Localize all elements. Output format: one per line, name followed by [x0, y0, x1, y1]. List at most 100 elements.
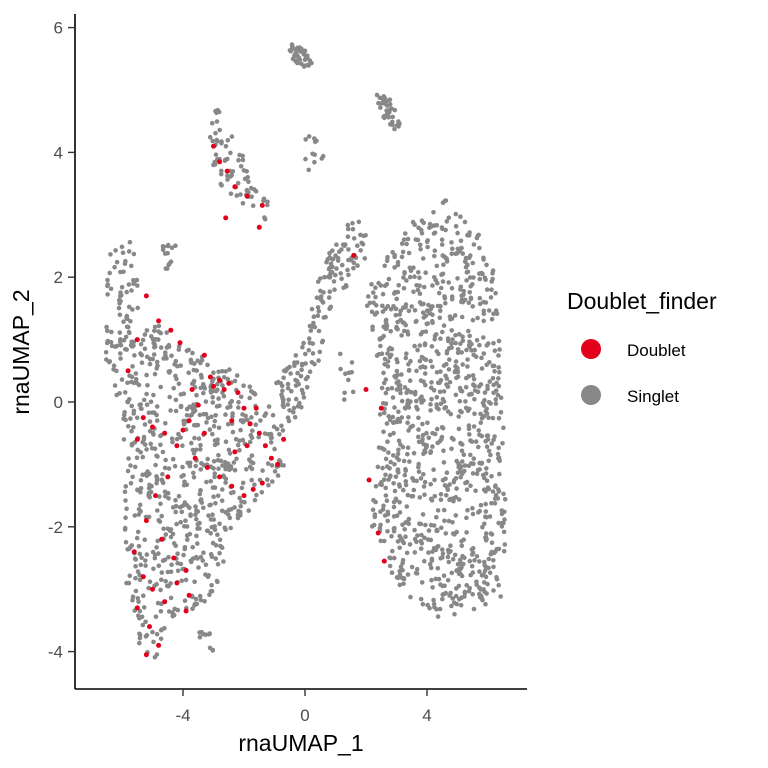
singlet-point: [152, 345, 157, 350]
singlet-point: [178, 519, 183, 525]
singlet-point: [471, 352, 477, 358]
singlet-point: [435, 528, 440, 534]
singlet-point: [408, 424, 413, 430]
singlet-point: [211, 494, 216, 500]
singlet-point: [464, 278, 469, 283]
singlet-point: [389, 534, 394, 539]
singlet-point: [381, 380, 387, 386]
singlet-point: [448, 590, 453, 596]
singlet-point: [399, 254, 405, 260]
singlet-point: [385, 512, 391, 517]
singlet-point: [128, 463, 133, 468]
singlet-point: [402, 271, 407, 276]
singlet-point: [194, 508, 199, 513]
singlet-point: [240, 157, 246, 163]
singlet-point: [412, 536, 418, 542]
singlet-point: [307, 369, 313, 375]
singlet-point: [481, 487, 487, 493]
singlet-point: [373, 294, 378, 300]
singlet-point: [178, 363, 183, 368]
singlet-point: [466, 300, 472, 306]
singlet-point: [501, 425, 506, 431]
singlet-point: [136, 507, 142, 512]
singlet-point: [470, 505, 475, 511]
doublet-point: [177, 340, 183, 346]
singlet-point: [275, 473, 281, 478]
singlet-point: [192, 435, 197, 441]
singlet-point: [483, 601, 488, 607]
singlet-point: [415, 347, 420, 353]
singlet-point: [467, 333, 473, 339]
singlet-point: [391, 481, 396, 486]
singlet-point: [445, 578, 451, 583]
singlet-point: [210, 395, 215, 400]
singlet-point: [156, 551, 161, 556]
singlet-point: [222, 525, 228, 531]
singlet-point: [292, 415, 298, 420]
singlet-point: [387, 432, 393, 438]
singlet-point: [403, 534, 408, 539]
singlet-point: [387, 466, 392, 471]
singlet-point: [397, 545, 403, 551]
singlet-point: [122, 390, 128, 395]
singlet-point: [342, 390, 347, 396]
singlet-point: [470, 570, 476, 575]
singlet-point: [176, 431, 181, 437]
singlet-point: [310, 324, 316, 329]
singlet-point: [210, 431, 215, 437]
singlet-point: [394, 575, 400, 580]
singlet-point: [208, 479, 214, 484]
singlet-point: [114, 343, 120, 349]
singlet-point: [165, 250, 170, 256]
singlet-point: [216, 466, 221, 472]
singlet-point: [301, 340, 306, 346]
singlet-point: [121, 416, 126, 422]
singlet-point: [223, 143, 229, 149]
singlet-point: [330, 248, 335, 253]
singlet-point: [351, 236, 357, 241]
singlet-point: [489, 532, 495, 537]
singlet-point: [152, 324, 158, 330]
singlet-point: [151, 639, 156, 645]
doublet-point: [223, 215, 229, 221]
singlet-point: [184, 406, 190, 412]
singlet-point: [394, 296, 400, 302]
singlet-point: [482, 568, 488, 573]
singlet-point: [437, 315, 443, 321]
singlet-point: [118, 356, 123, 361]
singlet-point: [197, 593, 203, 599]
doublet-point: [150, 586, 155, 592]
singlet-point: [398, 564, 404, 569]
doublet-point: [211, 383, 216, 389]
singlet-point: [474, 582, 480, 587]
singlet-point: [316, 309, 322, 314]
singlet-point: [424, 445, 429, 450]
singlet-point: [241, 383, 246, 389]
singlet-point: [201, 505, 206, 511]
singlet-point: [240, 419, 246, 425]
singlet-point: [216, 396, 221, 401]
singlet-point: [139, 555, 144, 561]
singlet-point: [129, 403, 134, 409]
singlet-point: [183, 577, 189, 583]
singlet-point: [168, 408, 173, 413]
singlet-point: [166, 466, 172, 471]
singlet-point: [326, 295, 332, 300]
singlet-point: [436, 406, 441, 412]
singlet-point: [277, 432, 282, 437]
singlet-point: [217, 550, 222, 556]
singlet-point: [453, 333, 458, 338]
doublet-point: [229, 483, 235, 489]
singlet-point: [215, 107, 221, 113]
singlet-point: [178, 435, 183, 440]
singlet-point: [300, 344, 305, 350]
singlet-point: [412, 343, 417, 349]
singlet-point: [384, 421, 390, 426]
singlet-point: [138, 486, 144, 491]
singlet-point: [333, 272, 338, 278]
singlet-point: [293, 383, 299, 388]
singlet-point: [149, 334, 154, 339]
singlet-point: [154, 545, 159, 550]
singlet-point: [306, 348, 312, 353]
doublet-point: [244, 193, 250, 199]
